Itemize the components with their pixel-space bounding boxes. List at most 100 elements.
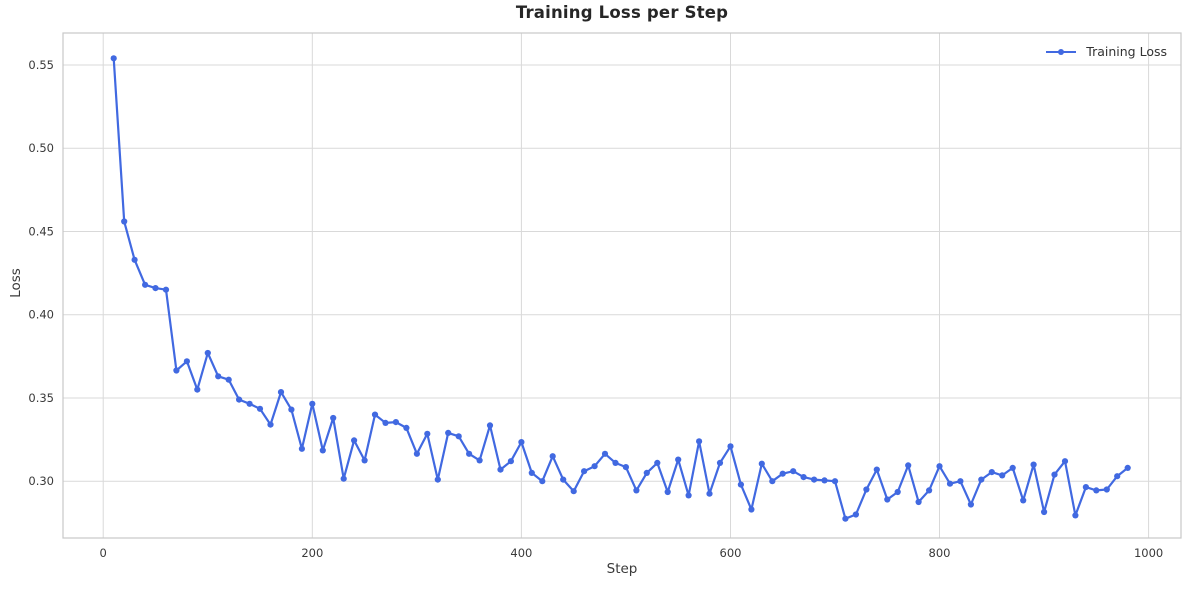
data-point	[1082, 484, 1089, 491]
data-point	[351, 437, 358, 444]
y-axis-label: Loss	[8, 268, 24, 298]
data-point	[643, 469, 650, 476]
data-point	[152, 285, 159, 292]
data-point	[560, 476, 567, 483]
data-point	[581, 468, 588, 475]
y-tick-label: 0.50	[28, 141, 54, 155]
legend-line-sample-icon	[1046, 48, 1077, 55]
data-point	[309, 400, 316, 407]
data-point	[256, 405, 264, 412]
y-tick-label: 0.35	[28, 391, 54, 405]
data-point	[727, 443, 734, 450]
data-point	[685, 492, 692, 499]
data-point	[476, 457, 483, 464]
data-point	[497, 466, 504, 473]
data-point	[162, 286, 170, 293]
data-point	[403, 424, 410, 431]
data-point	[873, 466, 880, 473]
data-point	[988, 469, 995, 476]
data-point	[811, 476, 818, 483]
x-tick-label: 1000	[1134, 546, 1163, 560]
data-point	[1051, 471, 1058, 478]
data-point	[371, 411, 379, 418]
data-point	[131, 256, 138, 263]
data-point	[549, 453, 556, 460]
data-point	[664, 488, 671, 496]
data-point	[445, 429, 452, 436]
data-point	[737, 481, 745, 488]
data-point	[204, 349, 211, 357]
data-point	[570, 488, 577, 495]
gridlines	[63, 33, 1181, 538]
data-point	[915, 498, 922, 506]
data-point	[486, 422, 494, 429]
y-tick-label: 0.30	[28, 474, 54, 488]
x-tick-label: 0	[100, 546, 107, 560]
data-point	[413, 450, 420, 457]
data-point	[758, 460, 765, 467]
data-point	[1041, 508, 1048, 516]
data-point	[518, 439, 525, 446]
chart-title: Training Loss per Step	[515, 3, 729, 22]
data-point	[173, 367, 180, 374]
data-point	[277, 389, 285, 396]
data-point	[455, 433, 462, 440]
data-point	[706, 490, 713, 497]
data-points	[110, 55, 1131, 522]
data-point	[821, 477, 828, 484]
data-point	[330, 414, 337, 422]
data-point	[946, 480, 954, 487]
data-point	[1061, 458, 1069, 465]
data-point	[246, 400, 253, 407]
data-point	[769, 478, 776, 485]
data-point	[601, 450, 609, 457]
data-point	[194, 386, 201, 393]
data-point	[748, 506, 755, 513]
data-point	[361, 457, 368, 464]
x-axis-label: Step	[606, 561, 638, 577]
data-point	[215, 373, 222, 380]
data-point	[800, 474, 807, 481]
x-tick-label: 800	[929, 546, 951, 560]
x-tick-label: 600	[720, 546, 742, 560]
data-point	[863, 486, 870, 493]
data-point	[340, 475, 347, 482]
data-point	[183, 358, 190, 365]
data-point	[591, 463, 598, 470]
data-point	[622, 464, 630, 471]
x-tick-label: 200	[301, 546, 323, 560]
plot-border	[62, 32, 1182, 539]
data-point	[1030, 461, 1037, 468]
data-point	[1093, 487, 1100, 494]
data-point	[382, 419, 389, 426]
data-point	[675, 456, 682, 463]
data-point	[790, 468, 797, 475]
data-point	[1124, 464, 1131, 471]
data-point	[779, 470, 786, 477]
data-point	[926, 487, 933, 494]
data-point	[1009, 464, 1016, 471]
data-point	[612, 459, 619, 466]
data-point	[884, 496, 891, 503]
data-point	[936, 463, 943, 470]
data-point	[110, 55, 117, 62]
data-point	[142, 281, 149, 288]
legend-label: Training Loss	[1086, 44, 1167, 59]
data-point	[434, 476, 441, 483]
data-point	[1103, 486, 1110, 493]
data-point	[424, 430, 431, 437]
data-point	[225, 376, 232, 383]
data-point	[716, 459, 724, 466]
tick-labels: 0 200 400 600 800 1000 0.30 0.35 0.40 0.45 0.50 0.5…	[28, 58, 1163, 560]
legend: Training Loss	[1045, 44, 1167, 59]
data-point	[978, 476, 985, 483]
data-point	[654, 459, 661, 466]
data-point	[121, 218, 128, 225]
data-point	[319, 447, 326, 454]
data-point	[999, 472, 1006, 479]
data-point	[852, 511, 860, 518]
data-point	[1072, 512, 1079, 519]
data-point	[392, 419, 399, 426]
data-point	[267, 421, 274, 428]
